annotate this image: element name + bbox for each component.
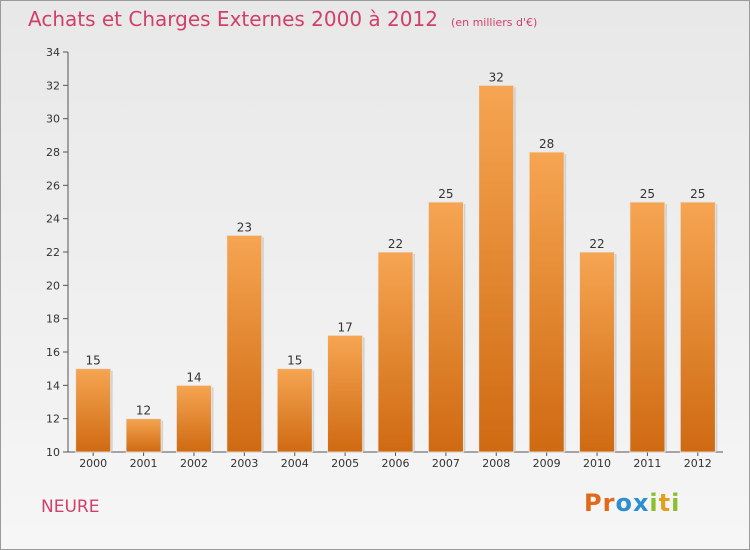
- x-tick-label: 2009: [533, 457, 561, 470]
- y-tick-label: 22: [46, 246, 60, 259]
- bar-2011: [629, 201, 666, 453]
- logo-letter: P: [584, 489, 603, 517]
- y-tick-label: 32: [46, 79, 60, 92]
- logo-letter: i: [671, 489, 681, 517]
- x-tick-label: 2008: [482, 457, 510, 470]
- y-tick-label: 30: [46, 113, 60, 126]
- bar-2009: [528, 151, 565, 453]
- y-tick-label: 18: [46, 313, 60, 326]
- y-tick-label: 34: [46, 46, 60, 59]
- bar-2006: [377, 251, 414, 453]
- bar-2010: [579, 251, 615, 453]
- bar-value-label: 25: [690, 187, 705, 201]
- bar-value-label: 15: [287, 354, 302, 368]
- bar-2008: [478, 84, 515, 453]
- bar-2007: [427, 201, 464, 453]
- bar-value-label: 22: [388, 237, 403, 251]
- x-tick-label: 2006: [382, 457, 410, 470]
- logo-letter: t: [658, 489, 672, 517]
- x-tick-label: 2003: [230, 457, 258, 470]
- x-tick-label: 2005: [331, 457, 359, 470]
- x-tick-label: 2007: [432, 457, 460, 470]
- x-tick-label: 2002: [180, 457, 208, 470]
- y-tick-label: 24: [46, 213, 60, 226]
- y-tick-label: 20: [46, 279, 60, 292]
- bar-value-label: 17: [337, 320, 352, 334]
- x-tick-label: 2012: [684, 457, 712, 470]
- logo-letter: o: [615, 489, 633, 517]
- x-tick-label: 2000: [79, 457, 107, 470]
- bar-value-label: 15: [86, 354, 101, 368]
- x-tick-label: 2011: [633, 457, 661, 470]
- y-tick-label: 14: [46, 379, 60, 392]
- bar-value-label: 12: [136, 404, 151, 418]
- y-tick-label: 16: [46, 346, 60, 359]
- bar-value-label: 32: [489, 70, 504, 84]
- commune-name: NEURE: [41, 497, 100, 517]
- bar-value-label: 28: [539, 137, 554, 151]
- logo-letter: r: [602, 489, 616, 517]
- x-tick-label: 2004: [281, 457, 309, 470]
- bar-2004: [276, 368, 313, 453]
- y-tick-label: 28: [46, 146, 60, 159]
- y-tick-label: 10: [46, 446, 60, 459]
- bar-value-label: 22: [589, 237, 604, 251]
- bar-2000: [75, 368, 112, 453]
- bar-2005: [327, 334, 364, 453]
- y-tick-label: 12: [46, 413, 60, 426]
- bar-value-label: 14: [186, 370, 201, 384]
- logo-letter: i: [649, 489, 659, 517]
- title-row: Achats et Charges Externes 2000 à 2012 (…: [28, 7, 537, 31]
- proxiti-logo: Proxiti: [584, 489, 680, 517]
- bar-value-label: 25: [438, 187, 453, 201]
- bar-value-label: 23: [237, 220, 252, 234]
- logo-letter: x: [632, 489, 650, 517]
- chart-subtitle: (en milliers d'€): [451, 16, 538, 29]
- chart-title: Achats et Charges Externes 2000 à 2012: [28, 7, 438, 31]
- x-tick-label: 2010: [583, 457, 611, 470]
- x-tick-label: 2001: [130, 457, 158, 470]
- bar-2001: [125, 418, 162, 453]
- bar-2002: [176, 384, 212, 453]
- y-tick-label: 26: [46, 179, 60, 192]
- bar-value-label: 25: [640, 187, 655, 201]
- bar-2003: [226, 234, 263, 453]
- bar-2012: [679, 201, 716, 453]
